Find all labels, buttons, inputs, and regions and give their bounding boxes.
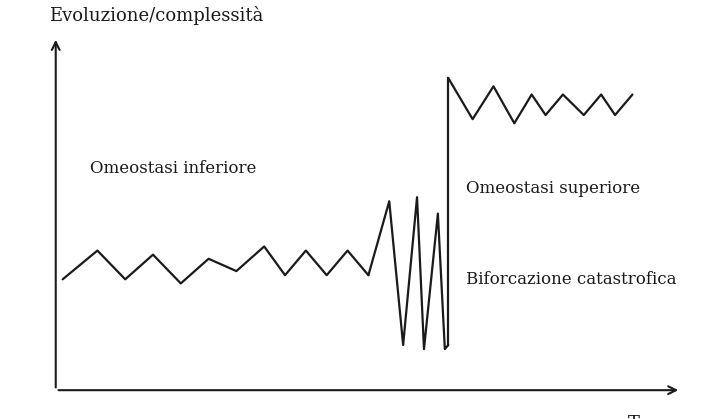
Text: Evoluzione/complessità: Evoluzione/complessità bbox=[49, 6, 263, 25]
Text: Biforcazione catastrofica: Biforcazione catastrofica bbox=[466, 271, 676, 288]
Text: Omeostasi superiore: Omeostasi superiore bbox=[466, 181, 640, 197]
Text: Tempo: Tempo bbox=[627, 415, 688, 419]
Text: Omeostasi inferiore: Omeostasi inferiore bbox=[91, 160, 257, 177]
